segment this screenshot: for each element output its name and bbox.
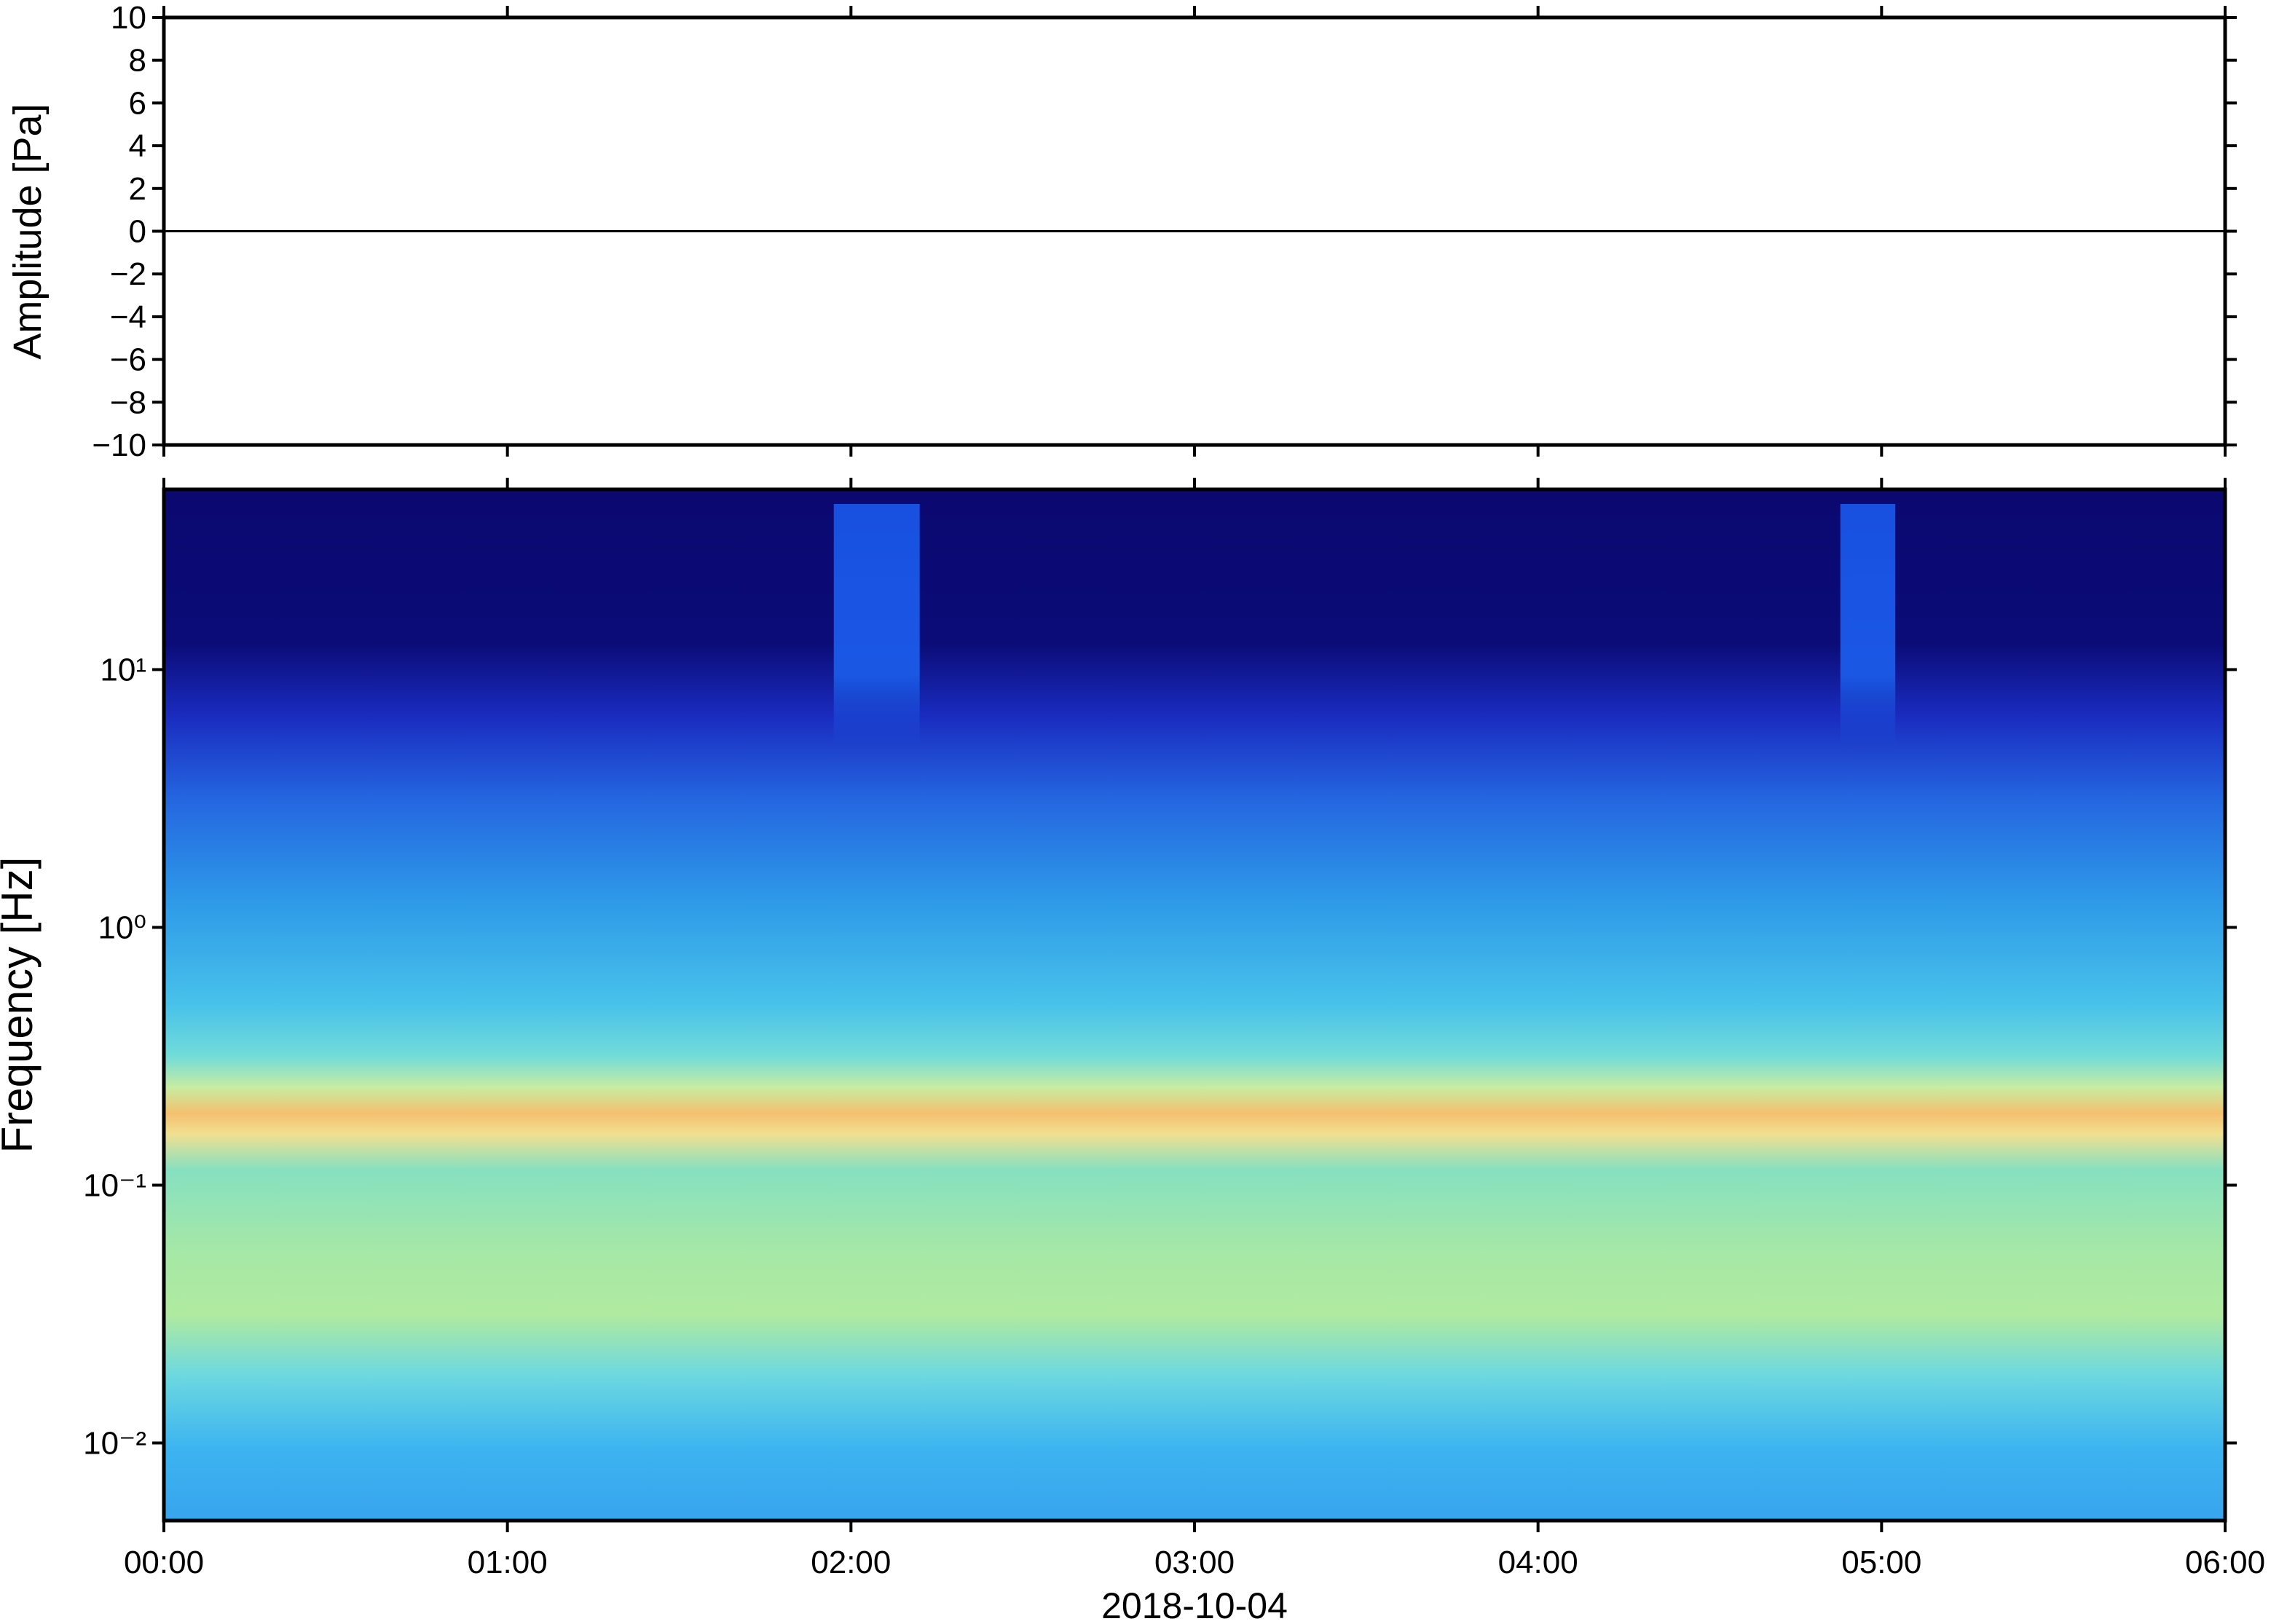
y-tick-label: 6 (129, 85, 146, 121)
y-tick-label: 10⁰ (98, 910, 146, 945)
spectrogram-stripe (1840, 504, 1896, 747)
y-tick-label: 10¹ (100, 652, 146, 687)
y-tick-label: 4 (129, 128, 146, 164)
spectrogram-image (164, 489, 2225, 1521)
x-tick-label: 00:00 (124, 1545, 204, 1580)
x-tick-label: 03:00 (1154, 1545, 1235, 1580)
y-tick-label: 10⁻² (83, 1425, 146, 1461)
y-tick-label: 2 (129, 171, 146, 207)
x-tick-label: 06:00 (2185, 1545, 2265, 1580)
y-tick-label: −2 (110, 256, 146, 292)
y-axis-label: Frequency [Hz] (0, 857, 42, 1154)
y-tick-label: −4 (110, 299, 146, 335)
y-tick-label: −10 (92, 427, 146, 463)
y-tick-label: 10⁻¹ (83, 1167, 146, 1203)
x-axis-label: 2018-10-04 (1101, 1585, 1288, 1624)
x-tick-label: 04:00 (1498, 1545, 1578, 1580)
x-tick-label: 02:00 (811, 1545, 891, 1580)
y-tick-label: −6 (110, 342, 146, 378)
y-tick-label: 0 (129, 214, 146, 250)
spectrogram-stripe (833, 504, 920, 747)
x-tick-label: 01:00 (468, 1545, 548, 1580)
spectrogram (164, 489, 2225, 1521)
x-tick-label: 05:00 (1841, 1545, 1921, 1580)
y-tick-label: −8 (110, 385, 146, 420)
y-tick-label: 10 (111, 0, 146, 36)
y-axis-label: Amplitude [Pa] (6, 103, 50, 359)
y-tick-label: 8 (129, 43, 146, 79)
